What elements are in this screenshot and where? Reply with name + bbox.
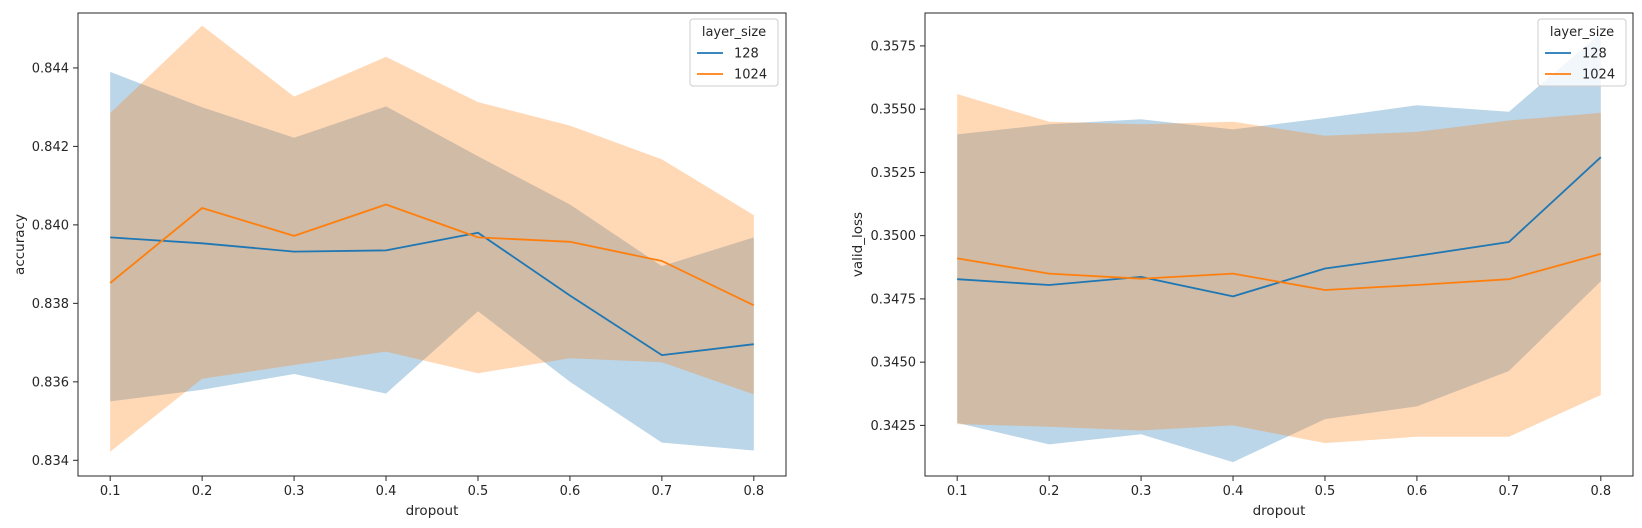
x-axis-label: dropout: [406, 503, 459, 519]
y-tick-label: 0.3550: [871, 103, 917, 118]
accuracy-chart-panel: 0.1 0.2 0.3 0.4 0.5 0.6 0.7 0.8 0.834 0.836 0.838 0…: [12, 12, 787, 519]
series-1024-line: [957, 253, 1602, 291]
x-tick-label: 0.7: [652, 484, 673, 499]
x-tick-label: 0.5: [1315, 484, 1336, 499]
plot-frame: [77, 12, 787, 477]
y-tick-label: 0.840: [32, 218, 69, 233]
x-tick-label: 0.6: [560, 484, 581, 499]
plot-frame: [924, 12, 1634, 477]
legend-entry-label: 128: [734, 47, 759, 62]
x-tick-label: 0.7: [1499, 484, 1520, 499]
series-128-confidence-band: [957, 33, 1601, 463]
legend-box: [1537, 18, 1627, 87]
y-tick-label: 0.3525: [871, 166, 917, 181]
valid-loss-chart-panel: 0.1 0.2 0.3 0.4 0.5 0.6 0.7 0.8 0.3425 0.3450 0.34…: [850, 12, 1634, 519]
legend-entry-label: 1024: [1582, 68, 1615, 83]
series-1024-confidence-band: [957, 94, 1601, 444]
x-tick-label: 0.1: [947, 484, 968, 499]
series-1024-confidence-band: [110, 25, 754, 452]
y-tick-label: 0.842: [32, 140, 69, 155]
y-tick-label: 0.3425: [871, 419, 917, 434]
y-tick-label: 0.3575: [871, 39, 917, 54]
series-1024-line: [109, 203, 755, 307]
legend-entry-label: 128: [1582, 47, 1607, 62]
y-tick-label: 0.3500: [871, 229, 917, 244]
legend: layer_size 128 1024: [1537, 18, 1627, 87]
x-axis-label: dropout: [1253, 503, 1306, 519]
legend: layer_size 128 1024: [689, 18, 779, 87]
series-128-line: [110, 231, 754, 357]
x-tick-label: 0.3: [284, 484, 305, 499]
x-tick-label: 0.8: [743, 484, 764, 499]
y-tick-label: 0.836: [32, 375, 69, 390]
legend-entry-label: 1024: [734, 68, 767, 83]
legend-title: layer_size: [1550, 25, 1614, 40]
y-tick-label: 0.834: [32, 454, 69, 469]
x-tick-label: 0.1: [100, 484, 121, 499]
x-tick-label: 0.2: [1039, 484, 1060, 499]
y-tick-label: 0.3450: [871, 356, 917, 371]
x-tick-label: 0.6: [1407, 484, 1428, 499]
legend-box: [689, 18, 779, 87]
legend-title: layer_size: [702, 25, 766, 40]
y-tick-label: 0.844: [32, 61, 69, 76]
y-tick-label: 0.838: [32, 297, 69, 312]
y-tick-label: 0.3475: [871, 292, 917, 307]
x-tick-label: 0.8: [1590, 484, 1611, 499]
y-axis-label: accuracy: [12, 214, 28, 275]
series-128-confidence-band: [110, 71, 754, 451]
x-tick-label: 0.3: [1131, 484, 1152, 499]
x-tick-label: 0.4: [376, 484, 397, 499]
x-tick-label: 0.4: [1223, 484, 1244, 499]
x-tick-label: 0.2: [192, 484, 213, 499]
y-axis-label: valid_loss: [850, 212, 866, 277]
x-tick-label: 0.5: [468, 484, 489, 499]
